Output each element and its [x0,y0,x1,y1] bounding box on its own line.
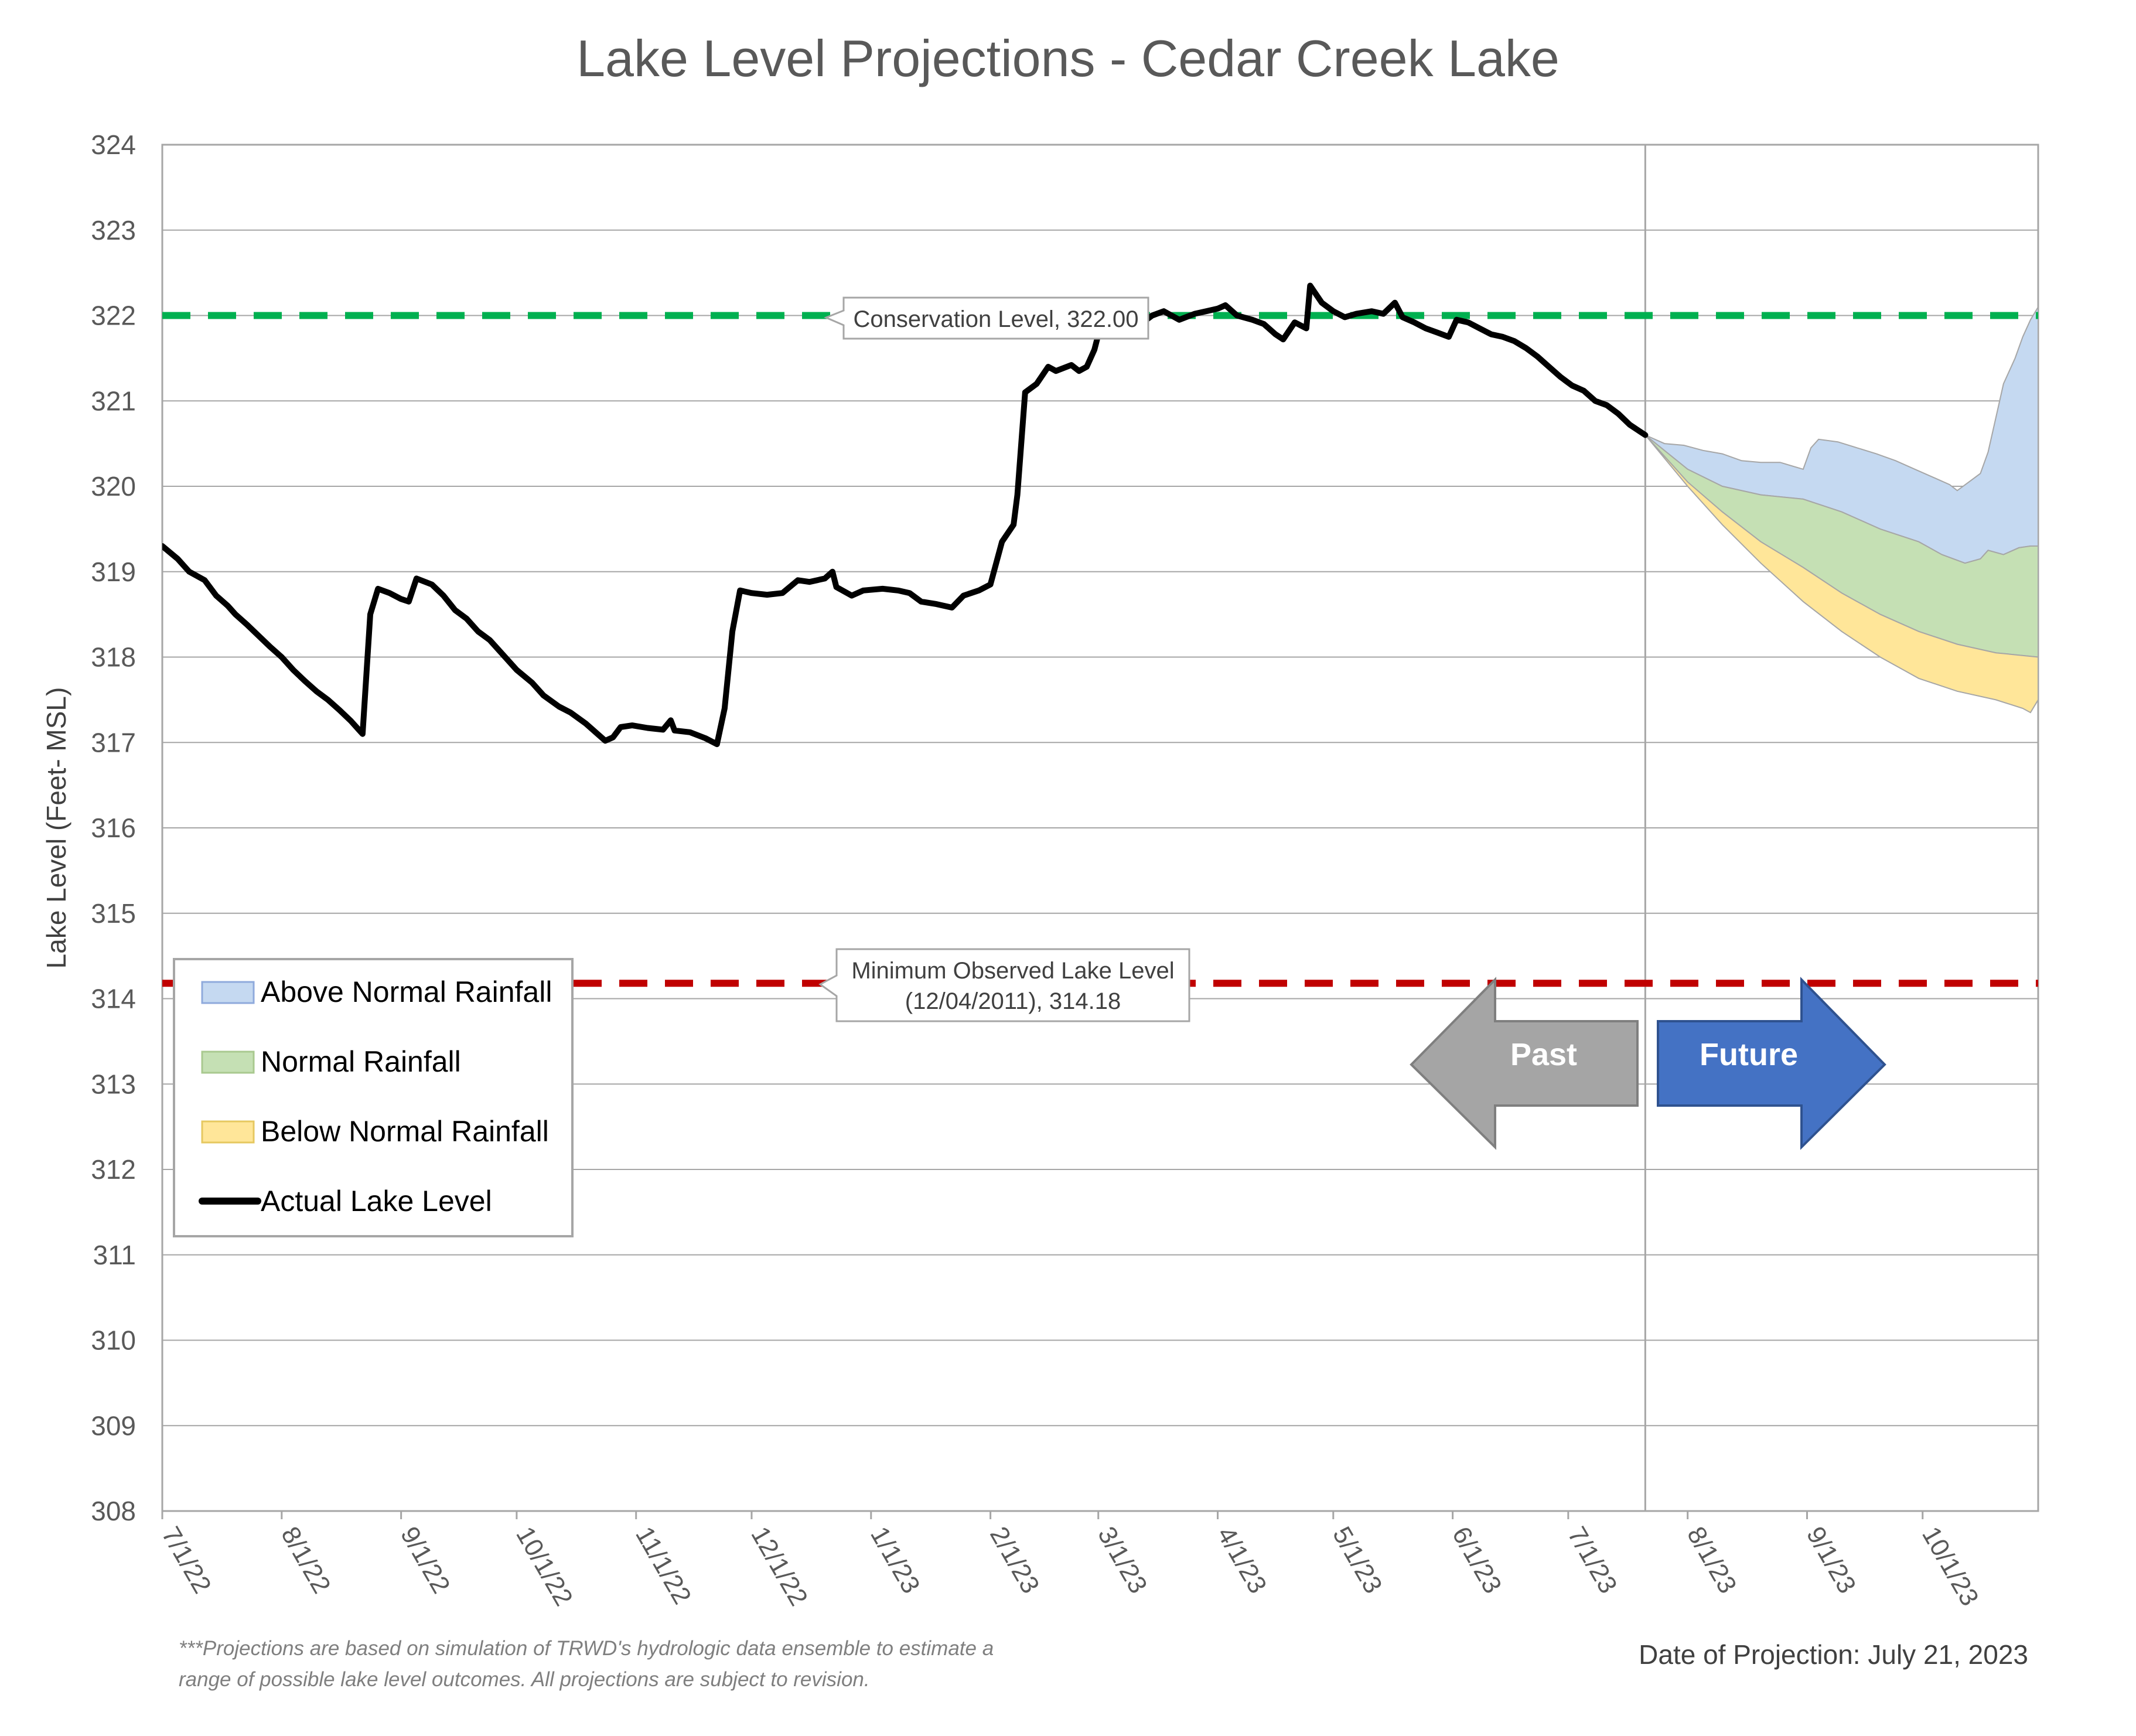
y-axis-tick-labels: 308 309 310 311 312 313 314 315 316 317 318 319 320 3… [91,129,136,1526]
legend-item-below-normal: Below Normal Rainfall [201,1115,549,1148]
conservation-level-callout: Conservation Level, 322.00 [824,296,1149,340]
x-tick-label: 5/1/23 [1327,1522,1388,1598]
legend-label-actual: Actual Lake Level [261,1185,492,1217]
x-axis-tick-labels: 7/1/22 8/1/22 9/1/22 10/1/22 11/1/22 12/1/22 1… [156,1511,1984,1611]
legend-item-above-normal: Above Normal Rainfall [201,976,552,1008]
projection-areas [1644,305,2038,714]
minimum-level-label-line2: (12/04/2011), 314.18 [905,988,1121,1014]
x-tick-label: 7/1/23 [1562,1522,1623,1598]
x-tick-label: 9/1/22 [395,1522,456,1598]
legend-label-normal: Normal Rainfall [261,1045,461,1078]
future-arrow-label: Future [1700,1037,1798,1072]
x-tick-label: 12/1/22 [745,1522,813,1611]
y-tick-label: 317 [91,727,136,758]
y-tick-label: 311 [93,1240,136,1270]
x-tick-label: 10/1/23 [1916,1522,1984,1611]
x-tick-label: 7/1/22 [156,1522,217,1598]
past-arrow-label: Past [1510,1037,1577,1072]
x-tick-label: 6/1/23 [1446,1522,1507,1598]
footnote-line-2: range of possible lake level outcomes. A… [179,1668,870,1691]
y-tick-label: 316 [91,813,136,843]
x-tick-label: 8/1/22 [275,1522,336,1598]
x-tick-label: 11/1/22 [630,1522,697,1609]
legend-item-normal: Normal Rainfall [201,1045,461,1078]
gridlines [162,229,2038,1427]
y-tick-label: 323 [91,215,136,245]
past-arrow: Past [1410,977,1639,1150]
x-tick-label: 10/1/22 [510,1522,578,1611]
legend-swatch-normal [201,1051,255,1074]
future-arrow-shape [1657,977,1886,1150]
projection-area-below-normal-rainfall [1644,434,2038,714]
legend-swatch-below-normal [201,1120,255,1144]
legend-box [173,958,574,1237]
y-tick-label: 308 [91,1496,136,1526]
actual-lake-level-series [162,282,1649,748]
y-tick-label: 315 [91,898,136,929]
y-tick-label: 312 [91,1154,136,1185]
y-tick-label: 321 [91,386,136,416]
minimum-level-label-line1: Minimum Observed Lake Level [851,958,1174,984]
x-tick-label: 8/1/23 [1681,1522,1742,1598]
y-tick-label: 324 [91,129,136,160]
legend-label-above-normal: Above Normal Rainfall [261,976,552,1008]
x-tick-label: 1/1/23 [865,1522,926,1598]
y-tick-label: 320 [91,471,136,502]
chart-title: Lake Level Projections - Cedar Creek Lak… [576,29,1560,87]
y-tick-label: 319 [91,557,136,587]
footnote-line-1: ***Projections are based on simulation o… [179,1637,994,1660]
y-tick-label: 318 [91,642,136,673]
y-tick-label: 322 [91,301,136,331]
y-tick-label: 313 [91,1069,136,1099]
x-tick-label: 9/1/23 [1801,1522,1862,1598]
legend-swatch-above-normal [201,981,255,1004]
conservation-level-label: Conservation Level, 322.00 [854,306,1139,332]
y-tick-label: 314 [91,984,136,1014]
x-tick-label: 3/1/23 [1092,1522,1153,1598]
legend-item-actual: Actual Lake Level [199,1185,492,1217]
y-tick-label: 309 [91,1410,136,1441]
y-axis-label: Lake Level (Feet- MSL) [41,687,71,969]
legend-label-below-normal: Below Normal Rainfall [261,1115,549,1148]
past-arrow-shape [1410,977,1639,1150]
minimum-level-callout: Minimum Observed Lake Level (12/04/2011)… [818,948,1190,1022]
x-tick-label: 2/1/23 [984,1522,1045,1598]
actual-lake-level-line [162,282,1649,748]
future-arrow: Future [1657,977,1886,1150]
y-tick-label: 310 [91,1325,136,1356]
x-tick-label: 4/1/23 [1212,1522,1272,1598]
legend: Above Normal Rainfall Normal Rainfall Be… [173,958,574,1237]
projection-date: Date of Projection: July 21, 2023 [1639,1639,2028,1670]
